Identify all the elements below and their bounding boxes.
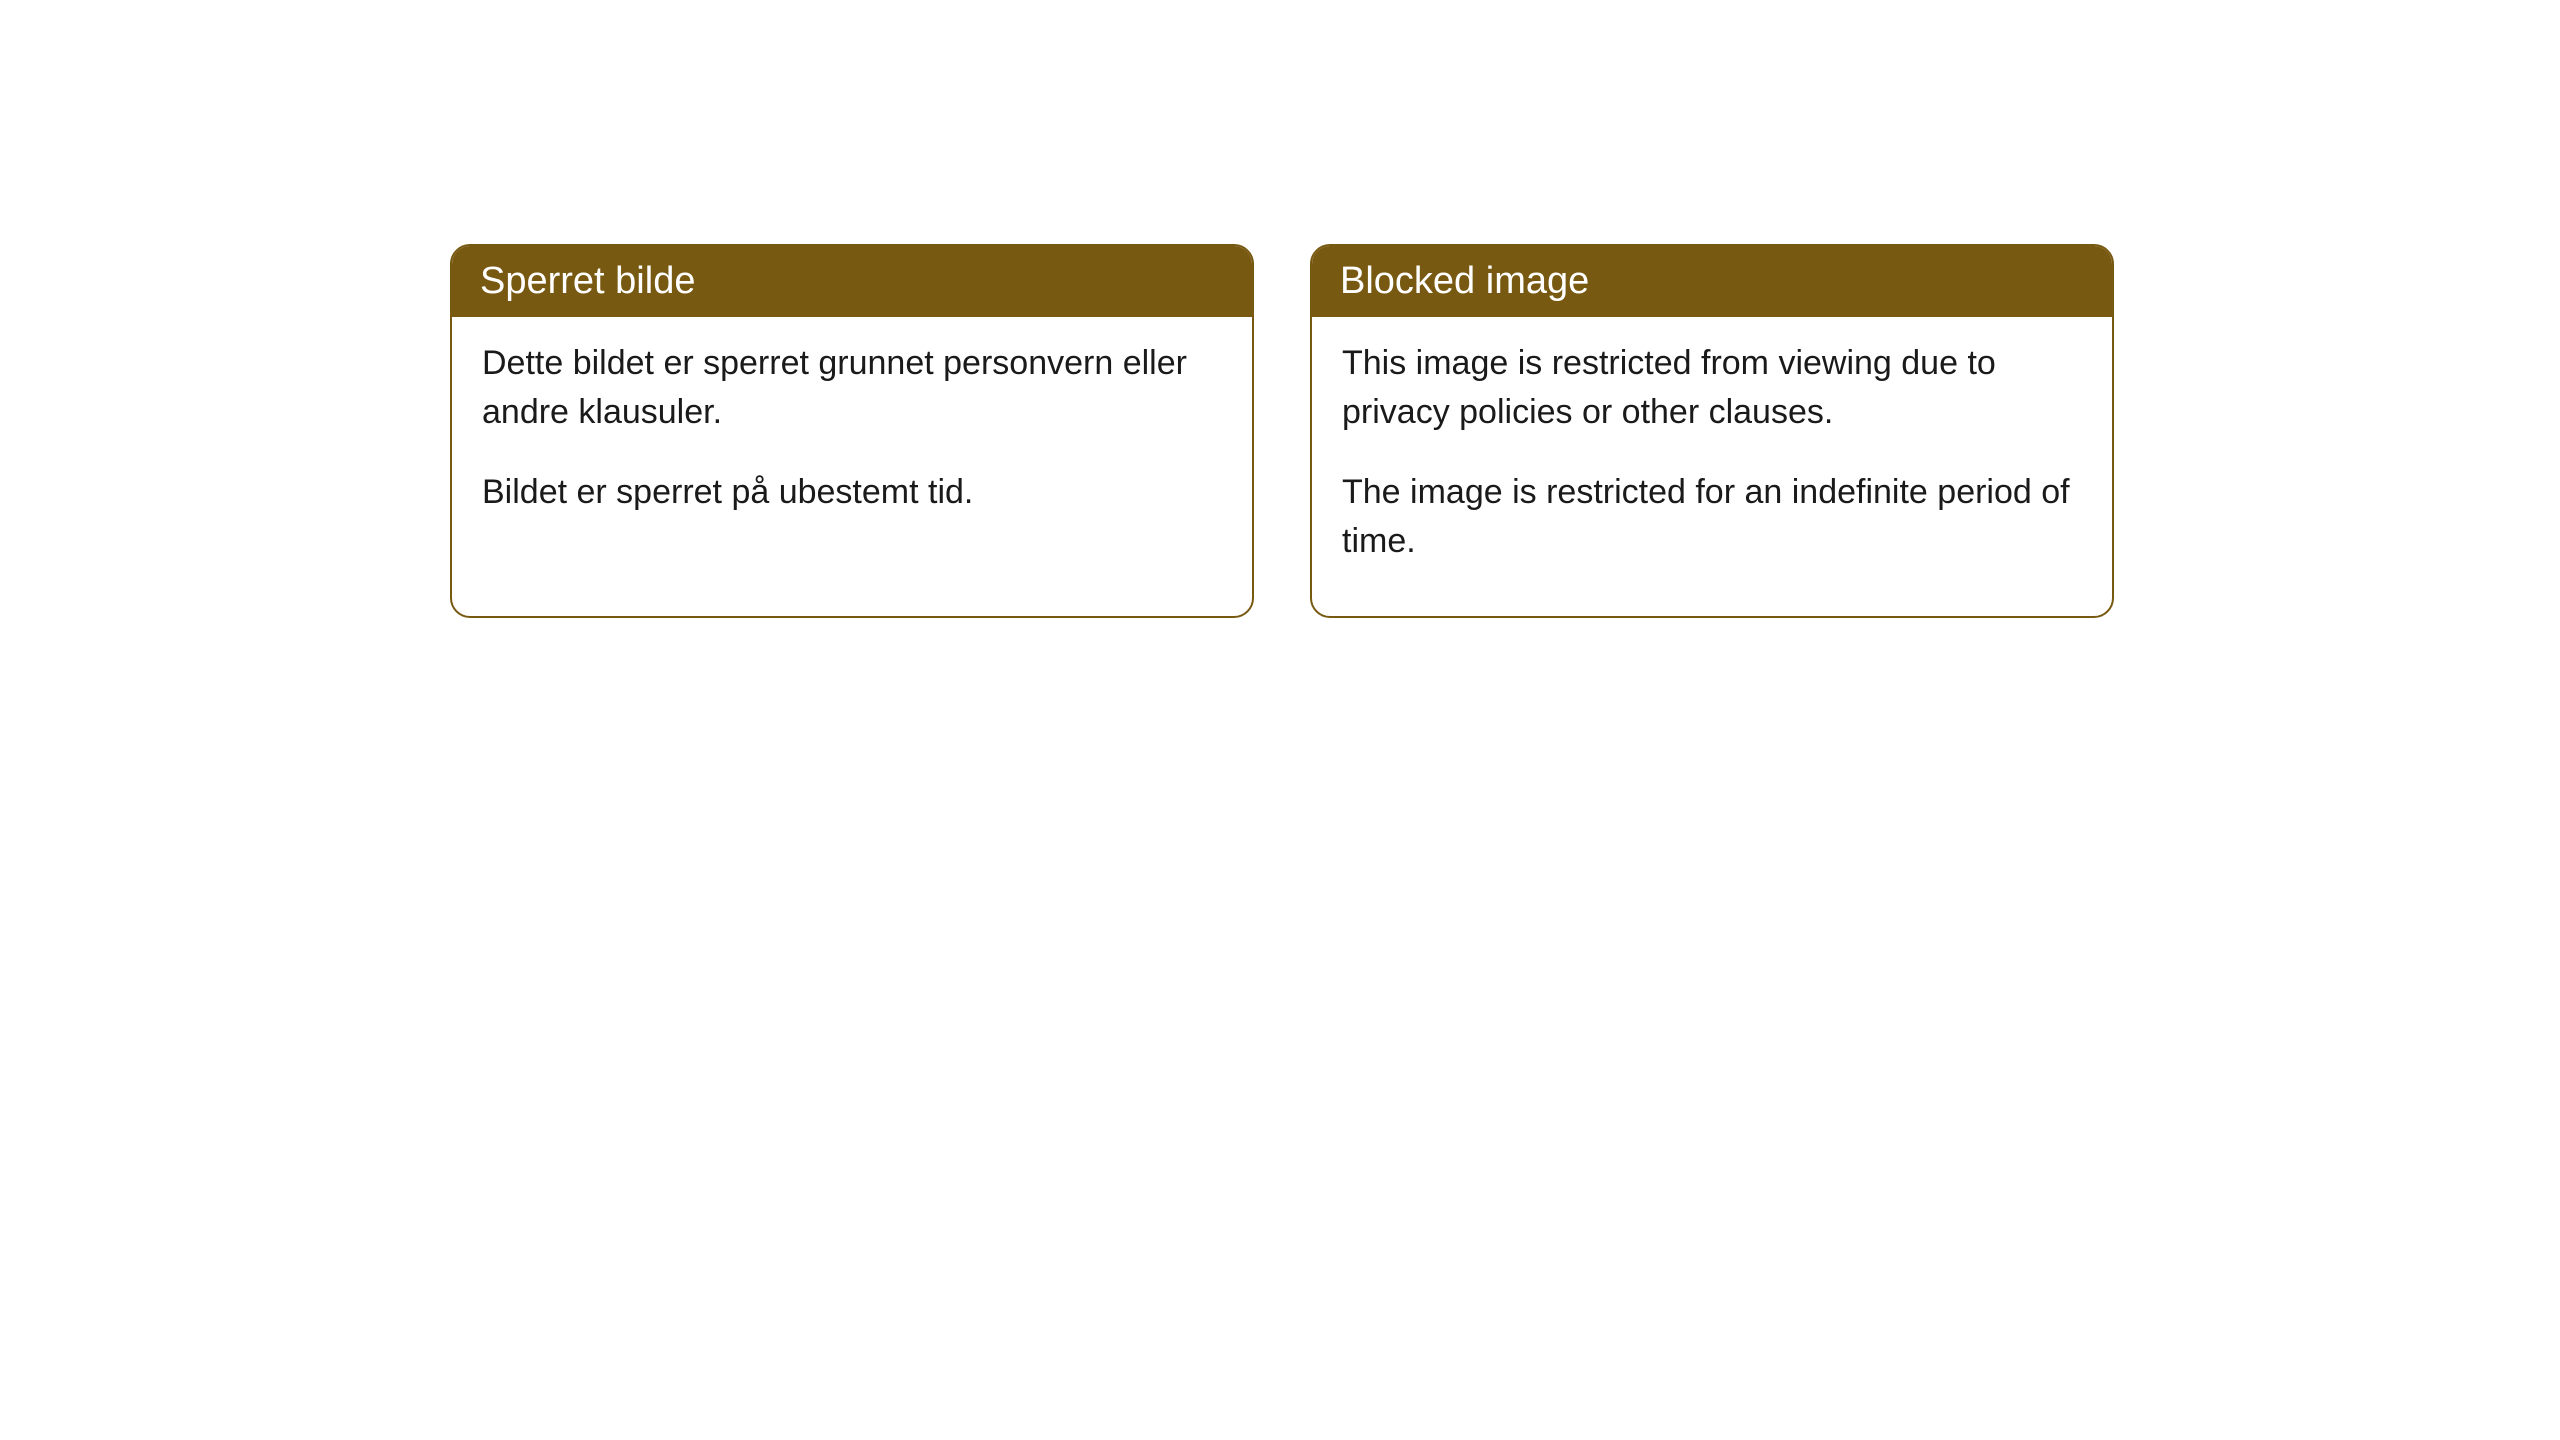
notices-container: Sperret bilde Dette bildet er sperret gr…	[450, 244, 2114, 618]
notice-paragraph: Dette bildet er sperret grunnet personve…	[482, 339, 1222, 438]
notice-paragraph: Bildet er sperret på ubestemt tid.	[482, 468, 1222, 517]
notice-paragraph: This image is restricted from viewing du…	[1342, 339, 2082, 438]
notice-card-english: Blocked image This image is restricted f…	[1310, 244, 2114, 618]
notice-paragraph: The image is restricted for an indefinit…	[1342, 468, 2082, 567]
notice-header-norwegian: Sperret bilde	[452, 246, 1252, 317]
notice-body-english: This image is restricted from viewing du…	[1312, 317, 2112, 616]
notice-header-english: Blocked image	[1312, 246, 2112, 317]
notice-body-norwegian: Dette bildet er sperret grunnet personve…	[452, 317, 1252, 567]
notice-card-norwegian: Sperret bilde Dette bildet er sperret gr…	[450, 244, 1254, 618]
